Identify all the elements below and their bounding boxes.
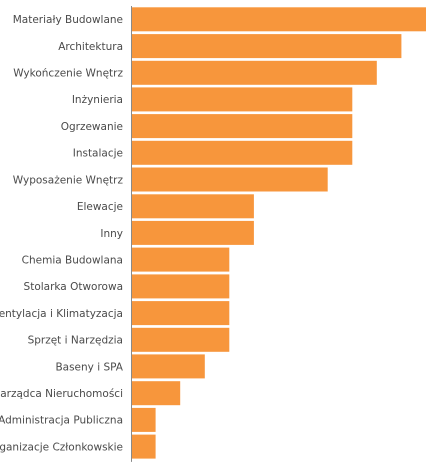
bar-wentylacja-i-klimatyzacja <box>132 301 230 326</box>
category-label-administracja-publiczna: Administracja Publiczna <box>0 415 123 427</box>
category-label-wentylacja-i-klimatyzacja: Wentylacja i Klimatyzacja <box>0 308 123 320</box>
category-label-inzynieria: Inżynieria <box>72 94 123 106</box>
category-label-ogrzewanie: Ogrzewanie <box>61 121 123 133</box>
bar-inny <box>132 220 254 245</box>
category-label-wykonczenie-wnetrz: Wykończenie Wnętrz <box>13 68 123 80</box>
category-label-baseny-i-spa: Baseny i SPA <box>55 361 123 373</box>
category-label-architektura: Architektura <box>58 41 123 53</box>
category-label-elewacje: Elewacje <box>77 201 123 213</box>
category-label-zarzadca-nieruchomosci: Zarządca Nieruchomości <box>0 388 123 400</box>
bar-wykonczenie-wnetrz <box>132 60 377 85</box>
bar-zarzadca-nieruchomosci <box>132 381 181 406</box>
bar-materialy-budowlane <box>132 7 426 32</box>
category-label-instalacje: Instalacje <box>73 148 123 160</box>
category-label-stolarka-otworowa: Stolarka Otworowa <box>24 281 123 293</box>
category-labels: Materiały Budowlane Architektura Wykończen… <box>0 14 124 453</box>
bar-inzynieria <box>132 87 353 112</box>
category-label-organizacje-czlonkowskie: Organizacje Członkowskie <box>0 441 123 453</box>
bar-stolarka-otworowa <box>132 274 230 299</box>
category-label-wyposazenie-wnetrz: Wyposażenie Wnętrz <box>13 174 124 186</box>
bar-ogrzewanie <box>132 114 353 139</box>
category-label-inny: Inny <box>100 228 123 240</box>
bar-baseny-i-spa <box>132 354 205 379</box>
bars <box>132 7 426 459</box>
bar-elewacje <box>132 194 254 219</box>
bar-instalacje <box>132 140 353 165</box>
bar-sprzet-i-narzedzia <box>132 327 230 352</box>
bar-chemia-budowlana <box>132 247 230 272</box>
category-label-materialy-budowlane: Materiały Budowlane <box>13 14 123 26</box>
category-label-sprzet-i-narzedzia: Sprzęt i Narzędzia <box>28 335 123 347</box>
bar-organizacje-czlonkowskie <box>132 434 156 459</box>
category-label-chemia-budowlana: Chemia Budowlana <box>22 254 123 266</box>
bar-administracja-publiczna <box>132 407 156 432</box>
bar-wyposazenie-wnetrz <box>132 167 328 192</box>
bar-architektura <box>132 34 402 59</box>
